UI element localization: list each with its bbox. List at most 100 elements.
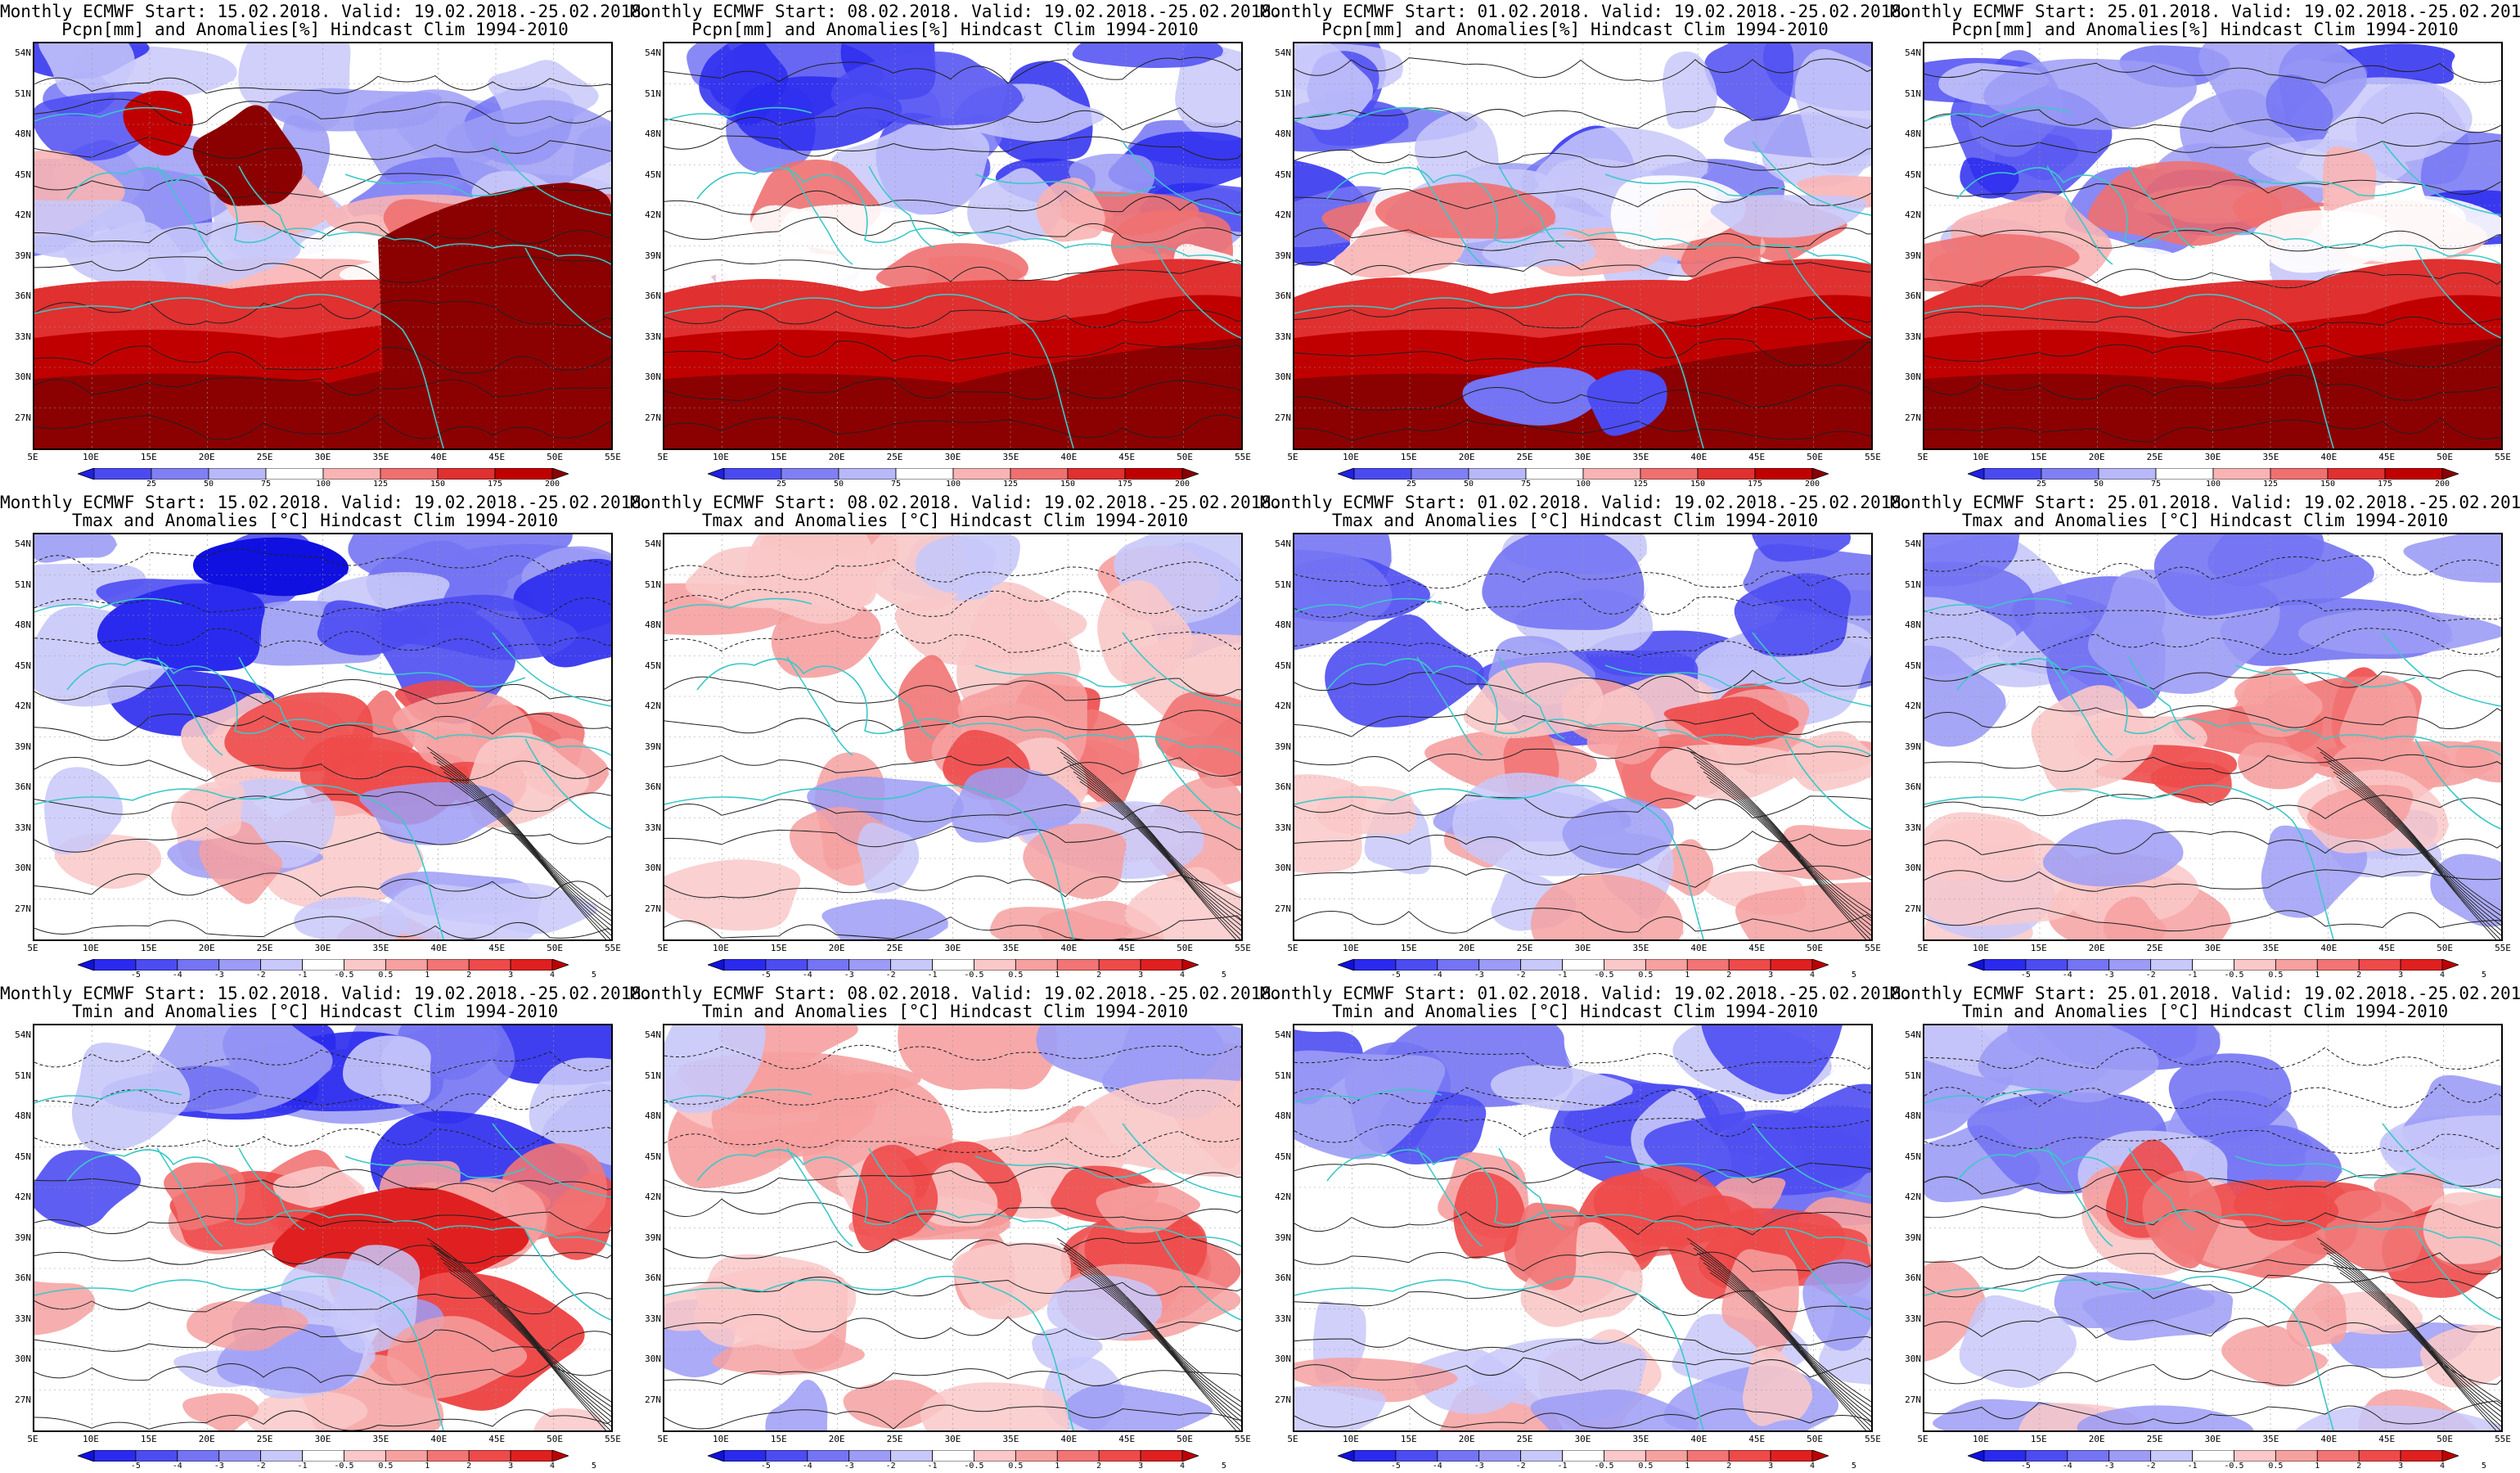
colorbar-tick-label: 4: [549, 971, 556, 980]
latitude-label: 30N: [645, 1354, 661, 1364]
longitude-label: 30E: [314, 943, 331, 953]
colorbar-tick-label: 5: [2481, 1462, 2486, 1471]
panel-title-line2: Pcpn[mm] and Anomalies[%] Hindcast Clim …: [1321, 20, 1829, 39]
panel-title-line1: Monthly ECMWF Start: 08.02.2018. Valid: …: [630, 493, 1282, 512]
colorbar-tick-label: 200: [544, 480, 560, 489]
colorbar-tick-label: -2: [255, 1462, 266, 1471]
longitude-label: 55E: [2495, 943, 2511, 953]
forecast-panel-tmax-3: Monthly ECMWF Start: 01.02.2018. Valid: …: [1260, 491, 1912, 982]
latitude-label: 45N: [1275, 1151, 1291, 1162]
longitude-label: 50E: [1177, 452, 1194, 462]
colorbar-swatches: [708, 1450, 1199, 1462]
colorbar-tick-label: -1: [927, 971, 938, 980]
longitude-label: 55E: [2495, 452, 2511, 462]
latitude-label: 39N: [1275, 741, 1291, 752]
panel-title-line2: Pcpn[mm] and Anomalies[%] Hindcast Clim …: [691, 20, 1199, 39]
colorbar-tick-label: -3: [844, 971, 854, 980]
latitude-label: 36N: [15, 1273, 31, 1283]
anomaly-map: [1923, 533, 2503, 941]
latitude-label: 54N: [1275, 1029, 1291, 1040]
colorbar-tick-label: -0.5: [1594, 971, 1614, 980]
latitude-label: 42N: [1905, 700, 1921, 711]
latitude-label: 45N: [645, 169, 661, 180]
longitude-label: 15E: [140, 943, 157, 953]
latitude-label: 39N: [1905, 741, 1921, 752]
colorbar-tick-label: 2: [1096, 1462, 1102, 1471]
latitude-label: 27N: [645, 1394, 661, 1405]
panel-title-line1: Monthly ECMWF Start: 15.02.2018. Valid: …: [0, 2, 652, 21]
colorbar-tick-label: 3: [2398, 971, 2404, 980]
anomaly-map-field: [34, 1025, 611, 1430]
colorbar-swatches: [708, 468, 1199, 480]
longitude-label: 50E: [1177, 1434, 1194, 1444]
latitude-label: 36N: [15, 291, 31, 301]
longitude-label: 50E: [547, 452, 564, 462]
forecast-panel-tmin-2: Monthly ECMWF Start: 08.02.2018. Valid: …: [630, 982, 1282, 1473]
longitude-label: 20E: [2088, 943, 2105, 953]
latitude-label: 42N: [1905, 1191, 1921, 1202]
panel-title-line2: Tmin and Anomalies [°C] Hindcast Clim 19…: [71, 1002, 559, 1021]
colorbar-tick-label: 4: [2439, 1462, 2446, 1471]
latitude-label: 33N: [1275, 1313, 1291, 1324]
longitude-label: 30E: [1574, 452, 1591, 462]
longitude-label: 10E: [712, 1434, 729, 1444]
latitude-label: 54N: [1905, 1029, 1921, 1040]
latitude-label: 39N: [1275, 1232, 1291, 1243]
latitude-label: 39N: [15, 1232, 31, 1243]
latitude-label: 30N: [1905, 863, 1921, 873]
longitude-label: 45E: [1748, 452, 1766, 462]
latitude-label: 39N: [1275, 250, 1291, 261]
forecast-panel-tmax-4: Monthly ECMWF Start: 25.01.2018. Valid: …: [1890, 491, 2520, 982]
latitude-label: 45N: [1905, 1151, 1921, 1162]
longitude-label: 45E: [2378, 943, 2396, 953]
colorbar-tick-label: -0.5: [2224, 1462, 2244, 1471]
colorbar: [1968, 1450, 2459, 1462]
longitude-label: 55E: [1865, 943, 1881, 953]
colorbar-tick-label: -2: [2145, 1462, 2156, 1471]
anomaly-map: [663, 42, 1243, 450]
colorbar-swatches: [1968, 1450, 2459, 1462]
colorbar-tick-label: 25: [776, 480, 787, 489]
latitude-label: 30N: [645, 372, 661, 382]
longitude-label: 55E: [1865, 1434, 1881, 1444]
anomaly-map-field: [1294, 1025, 1871, 1430]
latitude-label: 45N: [1905, 660, 1921, 671]
latitude-label: 33N: [645, 1313, 661, 1324]
longitude-label: 25E: [256, 452, 273, 462]
colorbar-tick-label: -1: [927, 1462, 938, 1471]
colorbar-tick-label: -3: [1474, 971, 1484, 980]
longitude-label: 45E: [1118, 943, 1136, 953]
longitude-label: 10E: [712, 452, 729, 462]
forecast-panel-tmax-2: Monthly ECMWF Start: 08.02.2018. Valid: …: [630, 491, 1282, 982]
colorbar-tick-label: -2: [885, 1462, 896, 1471]
colorbar-tick-label: 0.5: [1008, 971, 1024, 980]
colorbar-tick-label: 2: [466, 971, 472, 980]
colorbar-tick-label: 0.5: [2268, 1462, 2284, 1471]
longitude-label: 30E: [2204, 1434, 2221, 1444]
latitude-label: 48N: [645, 128, 661, 139]
latitude-label: 33N: [1905, 822, 1921, 833]
colorbar-tick-label: 125: [1632, 480, 1649, 489]
longitude-label: 40E: [430, 943, 448, 953]
panel-title-line2: Tmax and Anomalies [°C] Hindcast Clim 19…: [71, 511, 559, 530]
panel-title-line1: Monthly ECMWF Start: 25.01.2018. Valid: …: [1890, 2, 2520, 21]
forecast-panel-tmin-3: Monthly ECMWF Start: 01.02.2018. Valid: …: [1260, 982, 1912, 1473]
longitude-label: 30E: [944, 452, 961, 462]
longitude-label: 5E: [1917, 1434, 1928, 1444]
colorbar-tick-label: 150: [1060, 480, 1076, 489]
longitude-label: 40E: [2320, 1434, 2338, 1444]
forecast-panel-pcpn-1: Monthly ECMWF Start: 15.02.2018. Valid: …: [0, 0, 652, 491]
colorbar-tick-label: 175: [1117, 480, 1133, 489]
colorbar-tick-label: 1: [1055, 1462, 1060, 1471]
anomaly-map-field: [1294, 534, 1871, 939]
latitude-label: 33N: [1905, 1313, 1921, 1324]
latitude-label: 51N: [1275, 579, 1291, 590]
longitude-label: 5E: [1917, 452, 1928, 462]
colorbar-tick-label: -5: [760, 971, 771, 980]
longitude-label: 40E: [430, 452, 448, 462]
colorbar-swatches: [1968, 468, 2459, 480]
longitude-label: 50E: [1807, 1434, 1824, 1444]
anomaly-map-field: [1924, 1025, 2501, 1430]
longitude-label: 35E: [1632, 943, 1649, 953]
longitude-label: 10E: [82, 1434, 99, 1444]
